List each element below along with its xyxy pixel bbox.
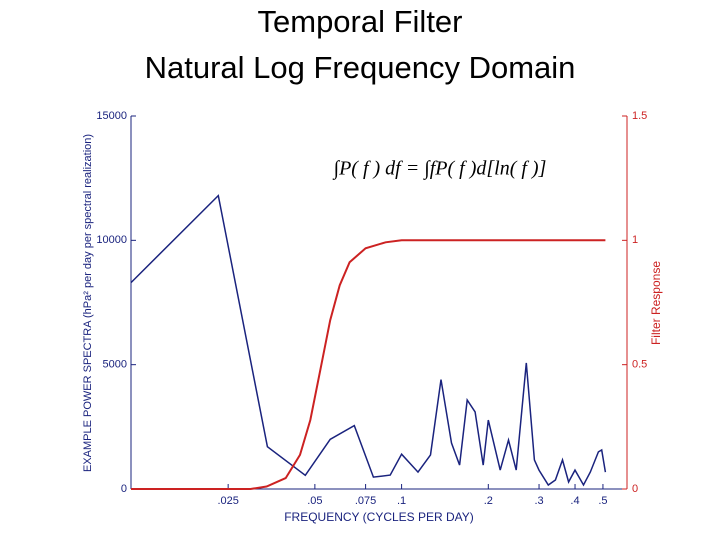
y-tick-label: 10000 bbox=[96, 234, 127, 246]
y2-axis-label: Filter Response bbox=[649, 261, 663, 345]
x-tick-label: .3 bbox=[534, 495, 543, 507]
y2-tick-label: 1.5 bbox=[632, 110, 647, 122]
data-line bbox=[131, 239, 606, 490]
x-tick-label: .1 bbox=[397, 495, 406, 507]
y2-tick-label: 0.5 bbox=[632, 359, 647, 371]
chart-title: Temporal Filter bbox=[258, 4, 463, 39]
equation: ∫P( f ) df = ∫fP( f )d[ln( f )] bbox=[332, 158, 547, 181]
y2-tick-label: 1 bbox=[632, 234, 638, 246]
y2-tick-label: 0 bbox=[632, 483, 638, 495]
y-tick-label: 15000 bbox=[96, 110, 127, 122]
x-tick-label: .5 bbox=[598, 495, 607, 507]
chart-subtitle: Natural Log Frequency Domain bbox=[145, 50, 576, 85]
y-axis-label: EXAMPLE POWER SPECTRA (hPa² per day per … bbox=[82, 134, 94, 472]
x-axis-label: FREQUENCY (CYCLES PER DAY) bbox=[284, 510, 474, 524]
x-tick-label: .025 bbox=[217, 495, 238, 507]
x-tick-label: .05 bbox=[307, 495, 322, 507]
x-tick-label: .4 bbox=[570, 495, 579, 507]
y-tick-label: 5000 bbox=[103, 359, 127, 371]
y-tick-label: 0 bbox=[121, 483, 127, 495]
data-line bbox=[130, 194, 607, 487]
x-tick-label: .2 bbox=[484, 495, 493, 507]
x-tick-label: .075 bbox=[355, 495, 376, 507]
